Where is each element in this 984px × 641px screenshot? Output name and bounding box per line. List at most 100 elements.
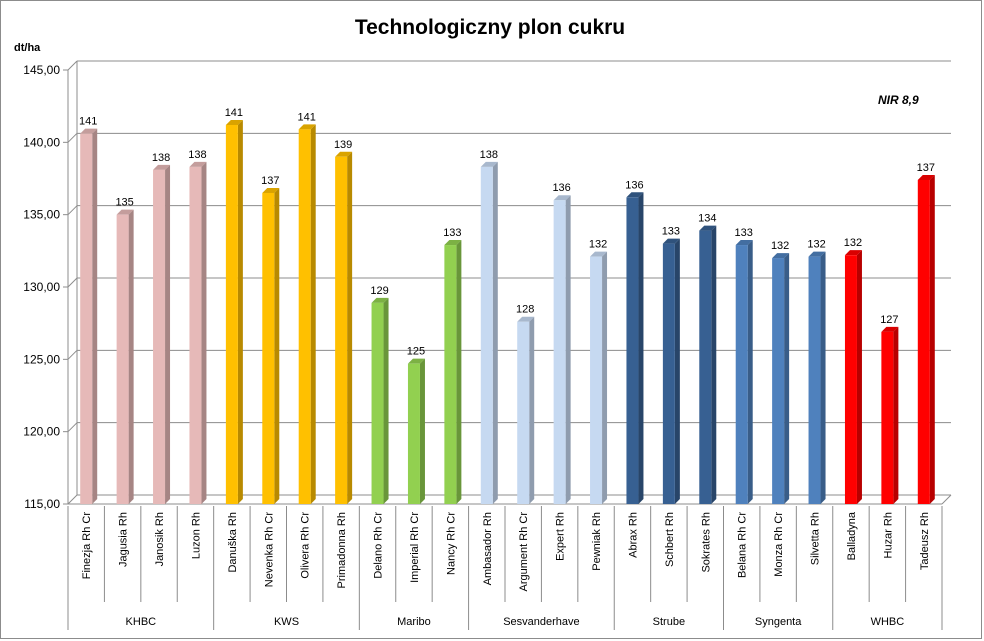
chart-title: Technologiczny plon cukru xyxy=(355,16,625,39)
bar-side xyxy=(747,240,753,504)
bar xyxy=(662,243,675,504)
data-label: 134 xyxy=(698,213,716,225)
bar xyxy=(371,302,384,504)
x-tick-label: Sokrates Rh xyxy=(700,512,712,573)
x-tick-label: Schbert Rh xyxy=(664,512,676,567)
bar-top xyxy=(407,358,425,364)
bar-side xyxy=(201,161,207,504)
bar-top xyxy=(626,192,644,198)
bar-side xyxy=(383,297,389,504)
bar xyxy=(153,169,166,504)
data-label: 132 xyxy=(589,239,607,251)
bar-side xyxy=(856,250,862,504)
data-label: 128 xyxy=(516,304,534,316)
bar xyxy=(480,166,493,504)
data-label: 136 xyxy=(625,179,643,191)
data-label: 141 xyxy=(79,116,97,128)
data-label: 141 xyxy=(225,107,243,119)
bar-side xyxy=(456,240,462,504)
bar-side xyxy=(529,316,535,504)
x-tick-label: Expert Rh xyxy=(555,512,567,561)
nir-annotation: NIR 8,9 xyxy=(878,93,919,107)
bar-side xyxy=(674,238,680,504)
bar xyxy=(808,256,821,504)
x-tick-label: Nevenka Rh Cr xyxy=(263,512,275,588)
bar-top xyxy=(371,297,389,303)
gridline-side xyxy=(67,277,78,288)
group-label: KHBC xyxy=(126,616,157,628)
bar xyxy=(772,258,785,504)
data-label: 138 xyxy=(188,149,206,161)
data-label: 137 xyxy=(917,162,935,174)
x-tick-label: Silvetta Rh xyxy=(810,512,822,565)
group-label: Sesvanderhave xyxy=(503,616,579,628)
bar-top xyxy=(517,316,535,322)
floor-edge xyxy=(941,494,952,505)
gridline-side xyxy=(67,494,78,505)
bar-top xyxy=(116,209,134,215)
bar-top xyxy=(735,240,753,246)
y-tick-label: 135,00 xyxy=(23,208,60,222)
bar-side xyxy=(893,326,899,504)
bar-side xyxy=(565,195,571,504)
data-label: 138 xyxy=(152,152,170,164)
gridline-side xyxy=(67,422,78,433)
bar-top xyxy=(335,151,353,157)
x-tick-label: Belana Rh Cr xyxy=(737,512,749,578)
bar xyxy=(80,133,93,505)
bar-top xyxy=(808,251,826,257)
x-tick-label: Delano Rh Cr xyxy=(373,512,385,579)
bar xyxy=(844,255,857,504)
y-tick-label: 140,00 xyxy=(23,135,60,149)
bar-side xyxy=(929,174,935,505)
gridline-side xyxy=(67,205,78,216)
bar-side xyxy=(347,151,353,505)
bar-top xyxy=(590,251,608,257)
group-label: Syngenta xyxy=(755,616,802,628)
data-label: 135 xyxy=(115,197,133,209)
bar xyxy=(553,200,566,504)
bar-side xyxy=(165,164,171,504)
bar-side xyxy=(638,192,644,504)
x-tick-label: Huzar Rh xyxy=(882,512,894,558)
bar-side xyxy=(419,358,425,504)
data-label: 129 xyxy=(370,285,388,297)
y-tick-label: 130,00 xyxy=(23,280,60,294)
bar xyxy=(699,230,712,504)
data-label: 132 xyxy=(807,239,825,251)
bar-side xyxy=(274,187,280,504)
bar-top xyxy=(662,238,680,244)
bar-top xyxy=(844,250,862,256)
group-label: Strube xyxy=(653,616,685,628)
bar-side xyxy=(237,119,243,505)
y-axis-unit: dt/ha xyxy=(14,42,41,54)
data-label: 132 xyxy=(771,240,789,252)
bar xyxy=(298,129,311,504)
bar xyxy=(407,363,420,504)
gridline-side xyxy=(67,349,78,360)
bar-top xyxy=(699,225,717,231)
x-tick-label: Finezja Rh Cr xyxy=(81,512,93,580)
bar xyxy=(225,124,238,505)
bar-top xyxy=(189,161,207,167)
bar xyxy=(335,156,348,505)
x-tick-label: Tadeusz Rh xyxy=(919,512,931,570)
bar-side xyxy=(820,251,826,504)
bar-top xyxy=(225,119,243,125)
bar-side xyxy=(310,124,316,505)
bar-side xyxy=(784,253,790,504)
y-tick-label: 125,00 xyxy=(23,352,60,366)
y-tick-label: 145,00 xyxy=(23,63,60,77)
bar-top xyxy=(917,174,935,180)
x-tick-label: Olivera Rh Cr xyxy=(300,512,312,579)
data-label: 137 xyxy=(261,175,279,187)
bar-top xyxy=(480,161,498,167)
gridline-side xyxy=(67,60,78,71)
plot-area: 115,00 120,00 125,00 130,00 135,00 140,00 145,… xyxy=(23,60,952,630)
bar-top xyxy=(298,124,316,130)
x-tick-label: Argument Rh Cr xyxy=(518,512,530,592)
bar-top xyxy=(881,326,899,332)
bar-side xyxy=(492,161,498,504)
